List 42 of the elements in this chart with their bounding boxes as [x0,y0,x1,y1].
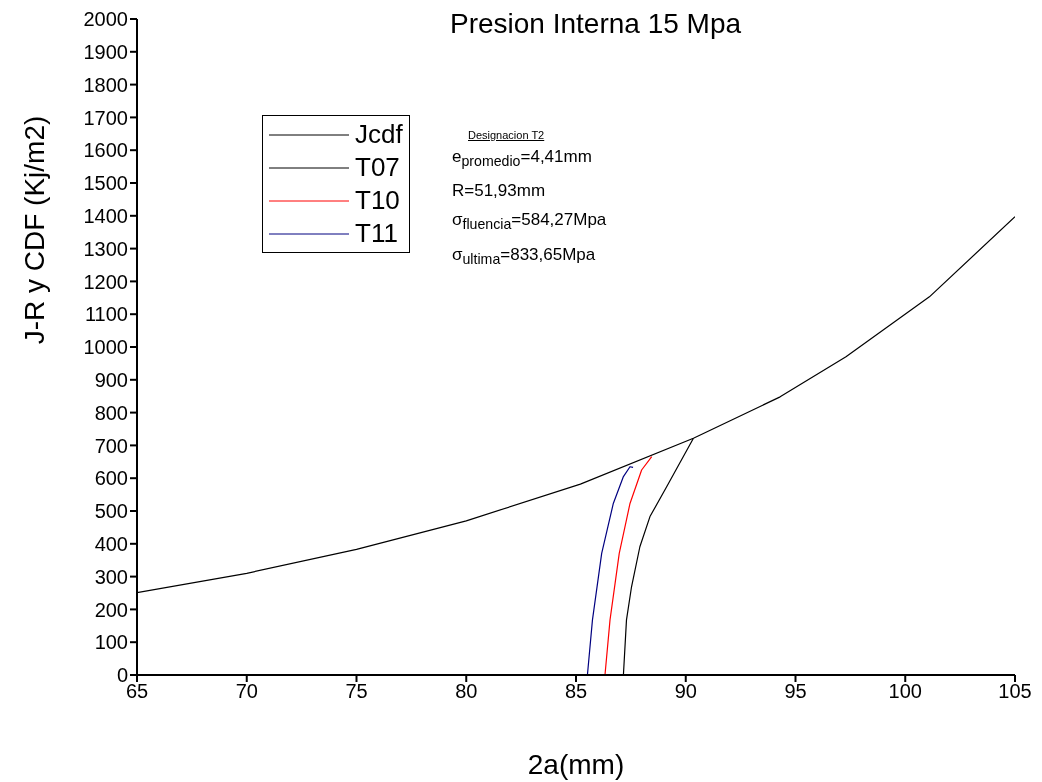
x-tick-label: 75 [345,680,368,703]
y-tick-label: 100 [94,631,128,654]
y-tick-label: 1000 [83,336,128,359]
y-tick-label: 800 [94,401,128,424]
y-tick-label: 500 [94,500,128,523]
y-tick-label: 900 [94,368,128,391]
x-tick-label: 85 [564,680,588,703]
x-tick-label: 95 [784,680,807,703]
y-tick-label: 200 [94,598,128,621]
x-tick-label: 105 [998,680,1032,703]
y-axis-title: J-R y CDF (Kj/m2) [19,115,51,345]
annotation: e$_{promedio}$=4,41mm [452,146,593,172]
x-axis-title: 2a(mm) [527,749,625,780]
x-tick-label: 90 [674,680,697,703]
y-tick-label: 1700 [83,106,128,129]
y-tick-label: 2000 [83,8,128,31]
annotation: σ$_{fluencia}$=584,27Mpa [452,209,607,235]
y-tick-label: 600 [94,467,128,490]
y-tick-label: 0 [116,664,128,687]
y-tick-label: 1200 [83,270,128,293]
x-tick-label: 65 [125,680,149,703]
y-tick-label: 1600 [83,139,128,162]
y-tick-label: 1100 [84,303,128,326]
y-tick-label: 1400 [83,204,128,227]
y-tick-label: 1900 [83,40,128,63]
y-tick-label: 1300 [83,237,128,260]
x-tick-label: 100 [888,680,922,703]
legend-label: Jcdf [355,119,403,150]
y-tick-label: 300 [94,565,128,588]
annotation: σ$_{ultima}$=833,65Mpa [452,243,597,270]
annotation: R=51,93mm [452,180,547,203]
legend-label: T10 [355,185,400,216]
annotation: Designacion T2 [468,128,546,142]
legend-label: T11 [355,218,398,249]
chart-title: Presion Interna 15 Mpa [450,8,742,40]
y-tick-label: 400 [94,532,128,555]
legend-label: T07 [355,152,400,183]
y-tick-label: 1800 [83,73,128,96]
x-tick-label: 70 [235,680,258,703]
y-tick-label: 1500 [83,172,128,195]
y-tick-label: 700 [94,434,128,457]
x-tick-label: 80 [455,680,478,703]
